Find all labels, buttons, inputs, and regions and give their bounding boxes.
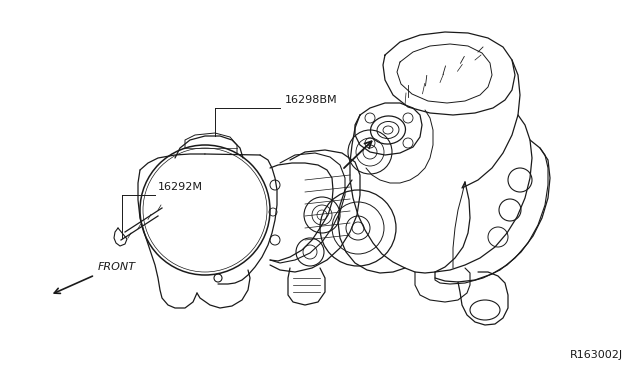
Text: FRONT: FRONT [98, 262, 136, 272]
Text: 16298BM: 16298BM [285, 95, 338, 105]
Text: 16292M: 16292M [158, 182, 203, 192]
Text: R163002J: R163002J [570, 350, 623, 360]
